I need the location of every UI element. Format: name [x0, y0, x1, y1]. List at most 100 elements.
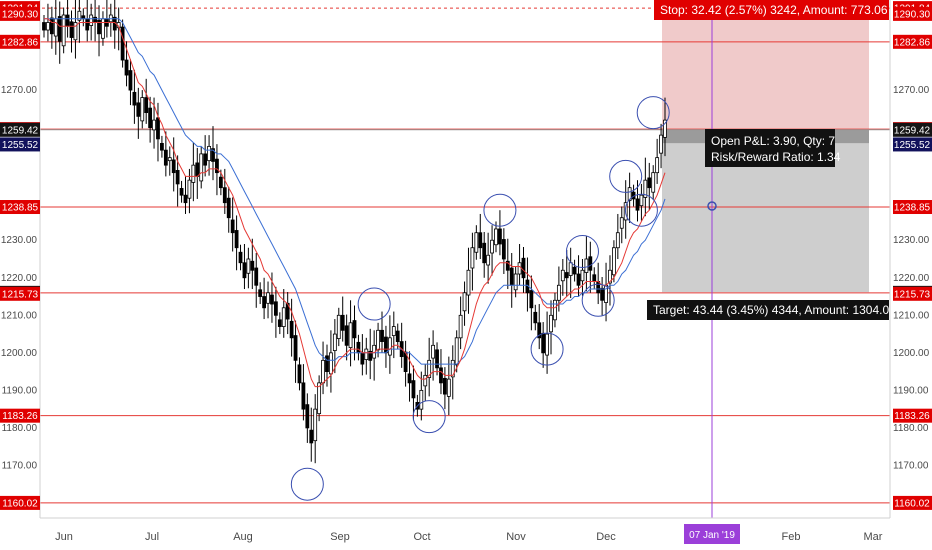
price-tick-left: 1180.00 [2, 423, 38, 434]
price-tick-right: 1180.00 [893, 423, 929, 434]
level-badge-right [893, 286, 932, 301]
candle-body [387, 337, 392, 356]
candle-body [454, 337, 459, 366]
candle-body [494, 228, 498, 246]
price-tick-right: 1200.00 [893, 348, 930, 359]
candle-body [592, 274, 597, 282]
candle-body [73, 22, 78, 41]
candle-body [65, 14, 70, 27]
level-badge-left [0, 137, 40, 152]
candle-body [384, 336, 388, 354]
moving-averages [44, 18, 666, 388]
candle-body [419, 389, 424, 410]
candle-body [564, 272, 569, 279]
candle-body [549, 314, 553, 333]
target-label: Target: 43.44 (3.45%) 4344, Amount: 1304… [653, 303, 896, 317]
candle-body [655, 157, 660, 174]
candle-body [309, 429, 314, 444]
candle-body [568, 262, 573, 276]
level-badge-left [0, 408, 40, 423]
candle-body [608, 269, 612, 284]
candle-body [293, 335, 298, 361]
candle-body [207, 145, 211, 162]
candle-body [588, 256, 593, 271]
candle-body [222, 187, 227, 204]
candle-body [348, 322, 353, 348]
candle-body [427, 359, 432, 379]
level-badge-right-text: 1215.73 [894, 289, 931, 300]
candle-body [513, 273, 518, 291]
candle-body [462, 292, 467, 312]
month-label: Jun [55, 531, 73, 543]
candle-body [435, 349, 439, 369]
month-label: Mar [864, 531, 883, 543]
crosshair-point [707, 201, 717, 211]
candle-body [541, 332, 546, 354]
candle-body [474, 232, 479, 253]
target-label-box [647, 300, 889, 320]
candle-body [329, 352, 333, 375]
candle-body [537, 322, 542, 339]
ema-slow-line [44, 18, 666, 365]
candle-body [368, 350, 373, 361]
level-badge-left [0, 6, 40, 21]
ema-fast-line [44, 18, 666, 388]
candle-body [360, 352, 365, 365]
candle-body [482, 242, 487, 264]
candle-body [242, 262, 247, 279]
marker-circles [290, 96, 670, 501]
marker-circle [530, 332, 564, 366]
candle-body [403, 351, 408, 373]
candle-body [321, 359, 325, 384]
candle-body [211, 148, 215, 162]
candle-body [163, 149, 168, 166]
marker-circle [636, 96, 670, 130]
candle-body [97, 19, 101, 35]
stop-zone [662, 8, 869, 130]
month-label: Oct [413, 531, 430, 543]
candle-body [270, 294, 274, 305]
candle-body [470, 247, 475, 269]
level-badge-left [0, 286, 40, 301]
candle-body [42, 22, 46, 31]
candle-body [325, 355, 329, 373]
candle-body [627, 187, 632, 201]
marker-circle [565, 234, 599, 268]
candle-body [619, 217, 624, 229]
level-badge-left-text: 1282.86 [2, 37, 39, 48]
candle-body [352, 320, 357, 339]
candle-body [215, 158, 219, 174]
month-label: Nov [506, 531, 526, 543]
candle-body [234, 230, 239, 249]
candle-body [572, 266, 577, 275]
candle-body [380, 329, 384, 342]
candle-body [553, 299, 557, 321]
candle-body [69, 21, 74, 38]
candle-body [446, 378, 451, 397]
right-price-axis [890, 0, 932, 550]
level-badge-left-text: 1183.26 [2, 411, 38, 422]
price-tick-left: 1170.00 [2, 460, 38, 471]
candle-body [89, 14, 94, 26]
level-badge-right-text: 1255.52 [894, 140, 931, 151]
candle-body [262, 296, 267, 309]
candle-body [297, 364, 302, 384]
pnl-box [705, 129, 835, 167]
candle-body [273, 301, 278, 316]
candle-body [533, 311, 538, 324]
candle-body [254, 267, 259, 286]
candle-body [258, 289, 263, 297]
month-label: Dec [596, 531, 616, 543]
level-badge-left-text: 1238.85 [2, 203, 39, 214]
candle-body [277, 319, 282, 327]
level-badge-right [893, 408, 932, 423]
candle-body [407, 373, 412, 384]
candle-body [521, 257, 526, 279]
price-tick-left: 1210.00 [1, 310, 38, 321]
candle-body [49, 17, 54, 35]
price-tick-left: 1190.00 [2, 385, 38, 396]
candle-body [615, 232, 620, 249]
candle-body [663, 119, 667, 138]
